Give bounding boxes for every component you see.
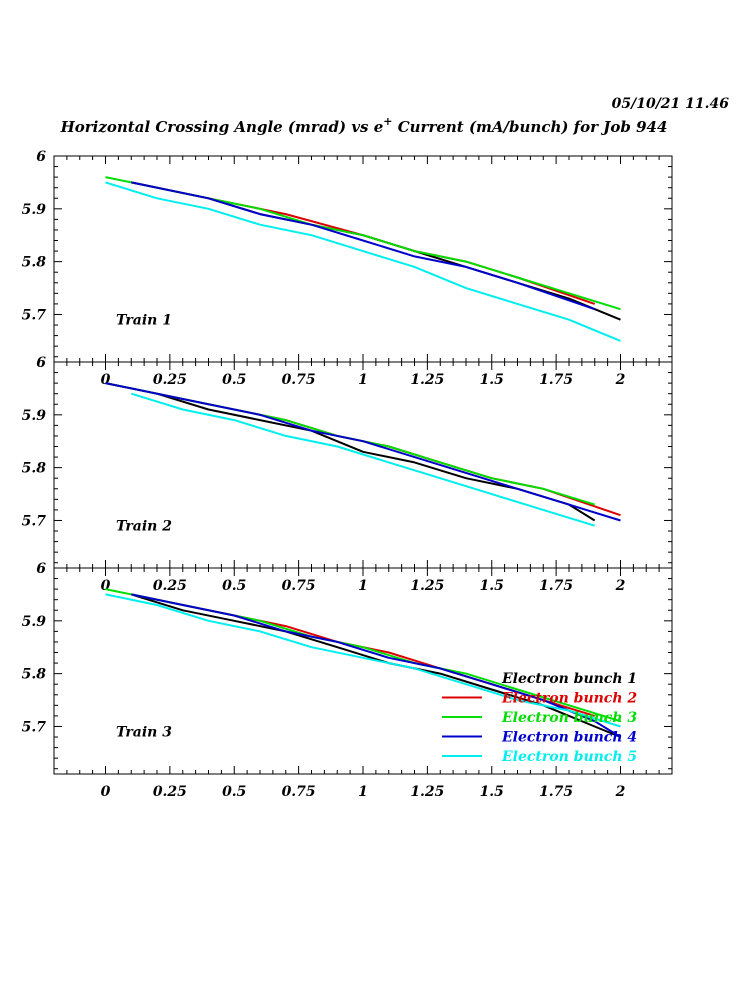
x-tick-label: 1.5: [480, 578, 504, 594]
x-tick-label: 1.25: [410, 372, 444, 388]
x-tick-label: 1.25: [410, 784, 444, 800]
y-tick-label: 5.7: [22, 307, 47, 323]
panel-2: 6 5.9 5.8 5.7 0 0.25 0.5 0.75 1 1.25 1.5 1.75 2 Train…: [22, 355, 673, 594]
x-tick-label: 2: [615, 784, 626, 800]
legend-entry-label: Electron bunch 1: [501, 671, 637, 687]
y-tick-label: 5.7: [22, 513, 47, 529]
x-tick-label: 1: [358, 578, 368, 594]
x-tick-label: 2: [615, 372, 626, 388]
x-tick-label: 0: [101, 372, 111, 388]
y-tick-label: 5.7: [22, 719, 47, 735]
chart-title-main: Horizontal Crossing Angle (mrad) vs e: [60, 118, 384, 136]
y-tick-label: 5.9: [22, 202, 47, 218]
x-tick-label: 1.25: [410, 578, 444, 594]
series-line-bunch-4: [131, 593, 622, 738]
x-tick-label: 1.5: [480, 784, 504, 800]
series-line-bunch-1: [105, 382, 596, 522]
panel-label: Train 1: [116, 313, 172, 329]
panel-frame: [53, 155, 673, 363]
y-tick-label: 5.9: [22, 614, 47, 630]
panel-frame: [53, 361, 673, 569]
x-tick-label: 0.25: [153, 578, 187, 594]
x-tick-label: 0: [101, 578, 111, 594]
series-line-bunch-5: [105, 593, 621, 728]
series-line-bunch-5: [105, 181, 621, 342]
y-tick-label: 5.8: [22, 667, 47, 683]
x-tick-label: 0.5: [222, 784, 246, 800]
series-line-bunch-4: [131, 181, 596, 311]
x-tick-label: 1: [358, 784, 368, 800]
x-tick-label: 0: [101, 784, 111, 800]
x-tick-label: 0.75: [282, 372, 316, 388]
series-line-bunch-5: [131, 392, 595, 527]
y-tick-label: 6: [36, 561, 46, 577]
y-tick-label: 5.8: [22, 255, 47, 271]
x-tick-label: 0.25: [153, 372, 187, 388]
legend-entry-label: Electron bunch 4: [501, 730, 637, 746]
legend: Electron bunch 1 Electron bunch 2 Electron…: [442, 671, 637, 765]
x-tick-label: 2: [615, 578, 626, 594]
chart-title-superscript: +: [383, 115, 392, 128]
legend-entry-label: Electron bunch 3: [501, 710, 637, 726]
y-tick-label: 5.9: [22, 408, 47, 424]
x-tick-label: 0.75: [282, 784, 316, 800]
x-tick-label: 1.75: [539, 372, 573, 388]
x-tick-label: 0.5: [222, 578, 246, 594]
chart-title: Horizontal Crossing Angle (mrad) vs e+ C…: [60, 115, 668, 136]
legend-entry-label: Electron bunch 2: [501, 691, 637, 707]
panel-1: 6 5.9 5.8 5.7 0 0.25 0.5 0.75 1 1.25 1.5 1.75 2 Train…: [22, 149, 673, 388]
x-tick-label: 1.75: [539, 578, 573, 594]
timestamp: 05/10/21 11.46: [612, 96, 730, 112]
chart-title-rest: Current (mA/bunch) for Job 944: [392, 118, 667, 136]
x-tick-label: 0.75: [282, 578, 316, 594]
panel-label: Train 3: [116, 725, 172, 741]
x-tick-label: 1.75: [539, 784, 573, 800]
x-tick-label: 0.5: [222, 372, 246, 388]
plot-area: 6 5.9 5.8 5.7 0 0.25 0.5 0.75 1 1.25 1.5 1.75 2 Train…: [22, 149, 673, 800]
series-line-bunch-1: [131, 181, 621, 321]
series-line-bunch-4: [105, 382, 621, 522]
series-line-bunch-3: [105, 176, 621, 311]
x-tick-label: 0.25: [153, 784, 187, 800]
panel-3: 6 5.9 5.8 5.7 0 0.25 0.5 0.75 1 1.25 1.5 1.75 2 Train…: [22, 561, 673, 800]
panel-label: Train 2: [116, 519, 172, 535]
x-tick-label: 1.5: [480, 372, 504, 388]
y-tick-label: 6: [36, 149, 46, 165]
y-tick-label: 6: [36, 355, 46, 371]
legend-entry-label: Electron bunch 5: [501, 749, 637, 765]
x-tick-label: 1: [358, 372, 368, 388]
series-line-bunch-2: [105, 382, 621, 517]
y-tick-label: 5.8: [22, 461, 47, 477]
